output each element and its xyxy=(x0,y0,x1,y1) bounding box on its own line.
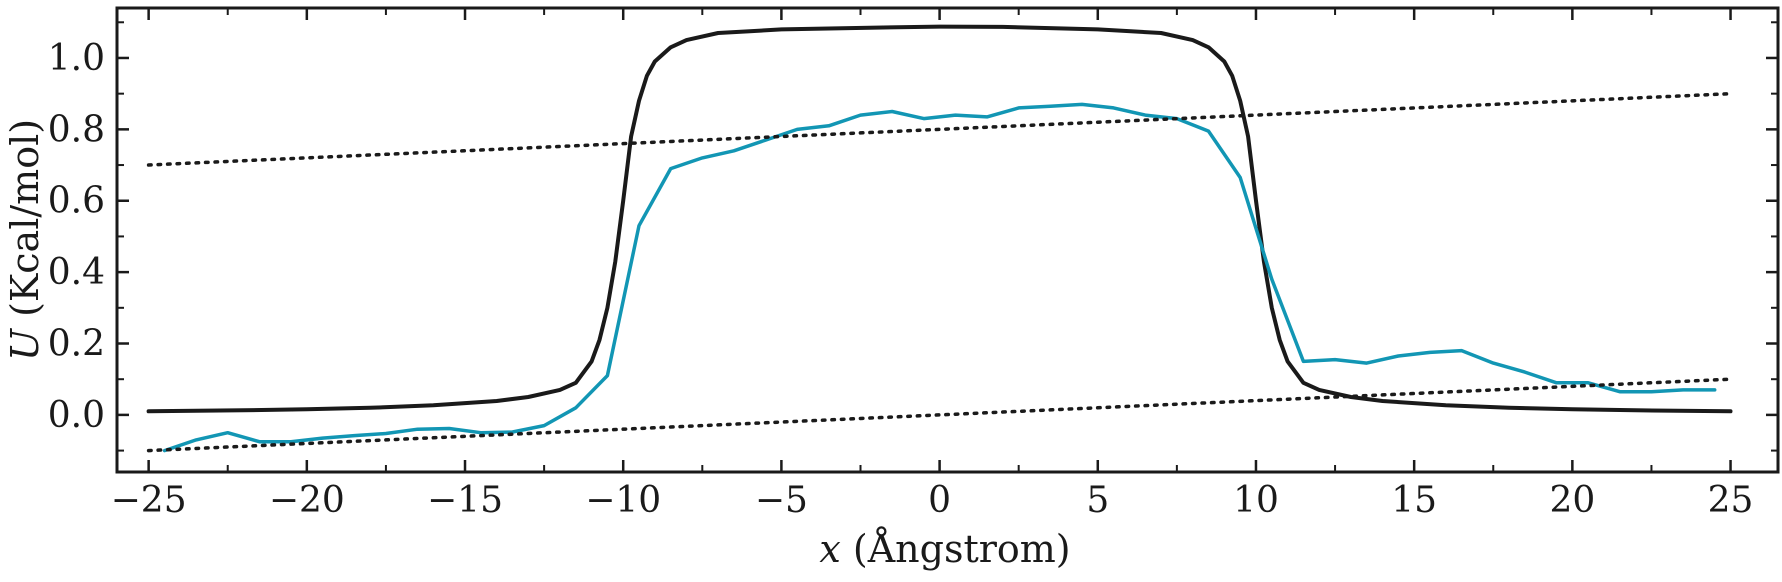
x-axis-unit: (Ångstrom) xyxy=(841,527,1071,571)
x-axis-symbol: x xyxy=(819,527,840,571)
y-axis-title: U (Kcal/mol) xyxy=(3,119,47,361)
series-line-2-solid-teal xyxy=(162,102,1717,453)
x-tick-labels: −25 −20 −15 −10 −5 0 5 10 15 20 25 xyxy=(111,480,1754,521)
x-tick-label: −20 xyxy=(269,480,345,521)
y-tick-label: 0.6 xyxy=(48,181,105,222)
series-line-4-dotted-black xyxy=(146,377,1733,453)
y-tick-label: 0.2 xyxy=(48,324,105,365)
y-tick-label: 0.0 xyxy=(48,395,105,436)
series-line-3-dotted-black xyxy=(146,91,1733,167)
x-tick-label: −25 xyxy=(111,480,187,521)
y-axis-unit: (Kcal/mol) xyxy=(3,119,47,329)
x-tick-label: 15 xyxy=(1391,480,1437,521)
x-tick-label: −15 xyxy=(427,480,503,521)
x-tick-label: 0 xyxy=(928,480,951,521)
x-tick-label: −10 xyxy=(585,480,661,521)
y-tick-labels: 0.0 0.2 0.4 0.6 0.8 1.0 xyxy=(48,38,105,436)
x-tick-label: 25 xyxy=(1708,480,1754,521)
x-tick-label: −5 xyxy=(755,480,808,521)
y-tick-label: 1.0 xyxy=(48,38,105,79)
plot-frame xyxy=(115,6,1780,474)
y-axis-symbol: U xyxy=(3,327,47,361)
y-tick-label: 0.4 xyxy=(48,252,105,293)
x-tick-label: 5 xyxy=(1086,480,1109,521)
x-tick-label: 10 xyxy=(1233,480,1279,521)
series-layer xyxy=(146,24,1733,453)
series-line-1-solid-black xyxy=(146,24,1733,414)
x-axis-title: x (Ångstrom) xyxy=(819,527,1070,571)
y-tick-label: 0.8 xyxy=(48,109,105,150)
x-tick-label: 20 xyxy=(1549,480,1595,521)
ticks-layer xyxy=(117,8,1778,472)
